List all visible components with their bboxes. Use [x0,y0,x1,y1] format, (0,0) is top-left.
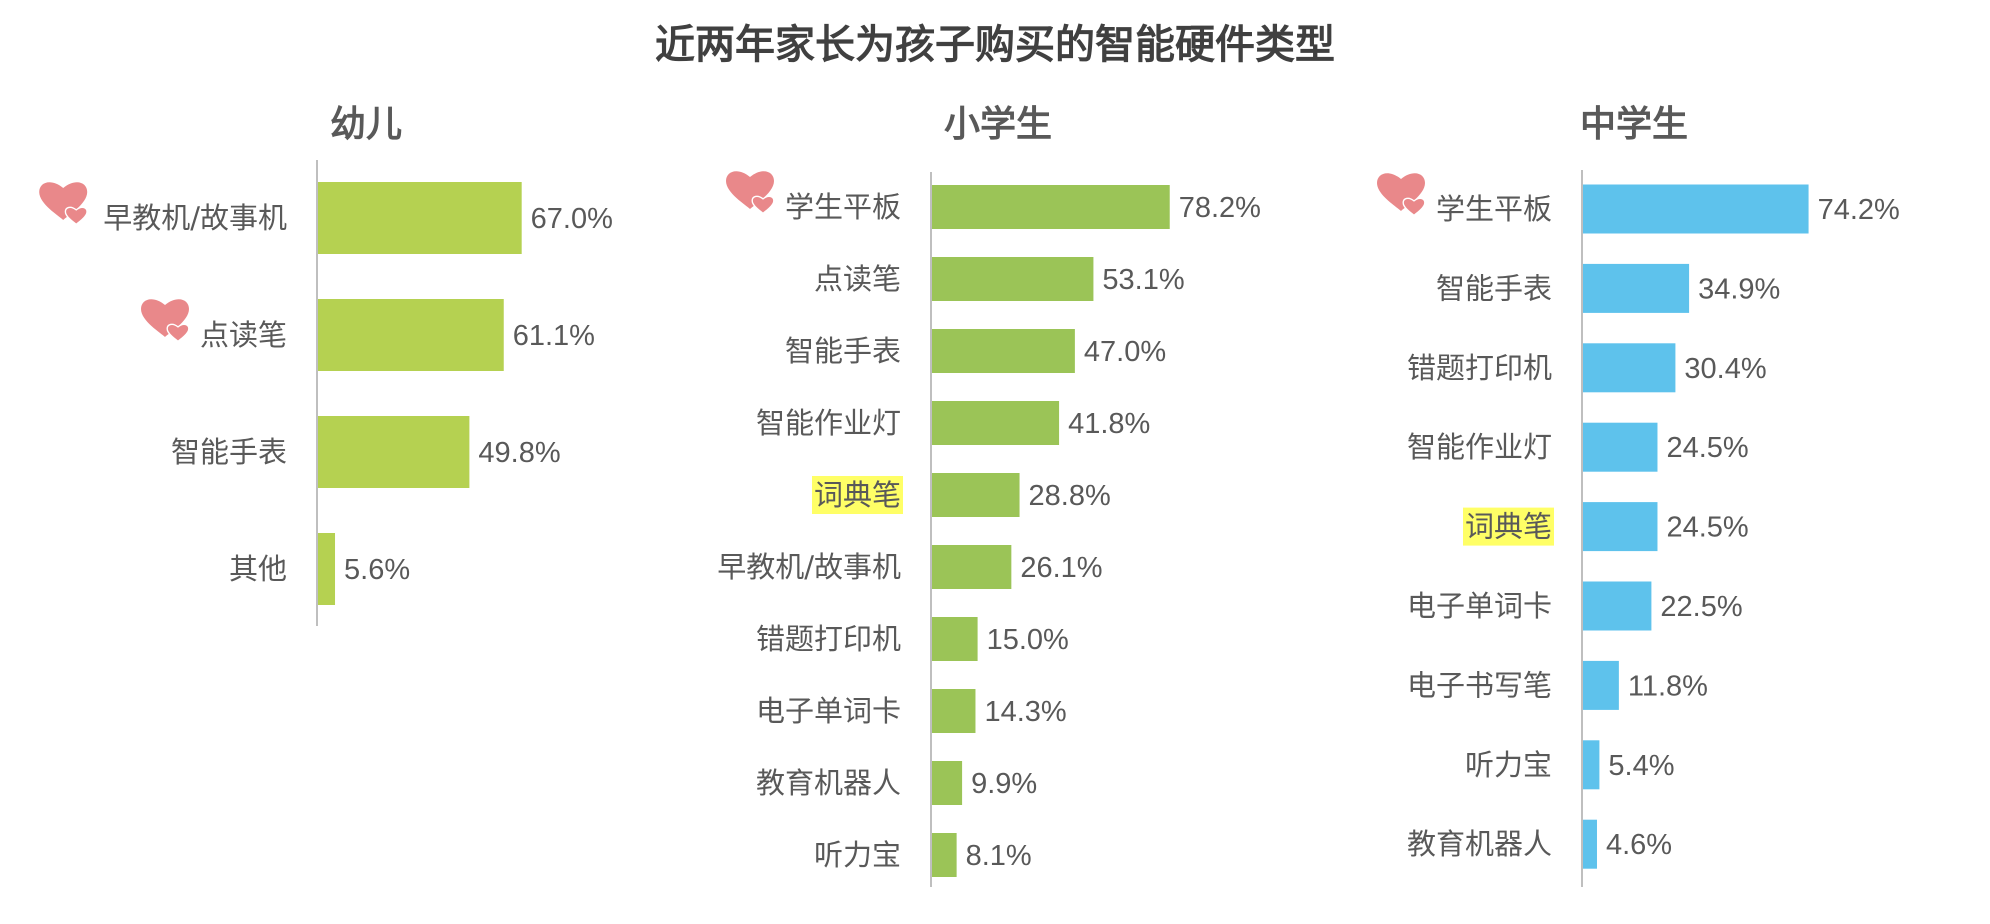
value-label: 34.9% [1698,273,1780,305]
category-label: 智能作业灯 [1407,430,1552,464]
category-label: 智能手表 [785,334,901,368]
bar [1583,184,1809,234]
category-label: 错题打印机 [756,622,901,656]
category-label: 词典笔 [814,478,901,512]
category-label: 电子单词卡 [756,694,901,728]
value-label: 78.2% [1179,192,1261,224]
heart-icon [726,171,775,215]
value-label: 8.1% [966,840,1032,872]
category-label: 词典笔 [1465,510,1552,544]
bar [932,257,1094,301]
panel-title: 幼儿 [330,104,402,145]
value-label: 67.0% [531,203,613,235]
value-label: 15.0% [987,624,1069,656]
value-label: 9.9% [971,768,1037,800]
bar [932,617,978,661]
bar [1583,263,1690,313]
value-label: 74.2% [1818,194,1900,226]
category-label: 电子书写笔 [1407,668,1552,702]
value-label: 5.6% [344,554,410,586]
value-label: 30.4% [1684,353,1766,385]
panel-title: 小学生 [944,103,1052,145]
bar [318,182,522,254]
category-label: 听力宝 [814,838,901,872]
bar [932,329,1075,373]
category-label: 教育机器人 [756,766,901,800]
heart-icon [1377,173,1426,217]
bar [318,299,504,371]
category-label: 听力宝 [1465,748,1552,782]
value-label: 14.3% [984,696,1066,728]
value-label: 22.5% [1660,591,1742,623]
category-label: 早教机/故事机 [103,201,287,235]
value-label: 61.1% [513,320,595,352]
category-label: 早教机/故事机 [717,550,901,584]
value-label: 5.4% [1608,750,1674,782]
bar [318,416,470,488]
category-label: 学生平板 [1436,192,1552,226]
heart-icon [141,299,190,343]
bar [1583,740,1600,790]
label-highlight [812,476,903,514]
bar [1583,502,1658,552]
value-label: 24.5% [1666,432,1748,464]
bar [932,473,1020,517]
bar [932,401,1060,445]
bar [1583,660,1619,710]
label-highlight [1463,507,1554,546]
category-label: 其他 [229,552,287,586]
chart-title: 近两年家长为孩子购买的智能硬件类型 [655,22,1335,68]
value-label: 41.8% [1068,408,1150,440]
category-label: 智能手表 [171,435,287,469]
value-label: 49.8% [478,437,560,469]
value-label: 11.8% [1628,670,1708,702]
category-label: 智能作业灯 [756,406,901,440]
category-label: 点读笔 [200,318,287,352]
bar [1583,422,1658,472]
bar [932,761,963,805]
value-label: 53.1% [1102,264,1184,296]
bar [932,185,1170,229]
value-label: 4.6% [1606,829,1672,861]
bar [1583,343,1676,393]
category-label: 电子单词卡 [1407,589,1552,623]
value-label: 28.8% [1029,480,1111,512]
heart-icon [39,182,88,226]
value-label: 47.0% [1084,336,1166,368]
bar [932,689,976,733]
category-label: 学生平板 [785,190,901,224]
bar [932,833,957,877]
category-label: 错题打印机 [1407,351,1552,385]
category-label: 教育机器人 [1407,827,1552,861]
value-label: 26.1% [1020,552,1102,584]
panel-title: 中学生 [1580,103,1688,145]
bar [1583,581,1652,631]
category-label: 点读笔 [814,262,901,296]
value-label: 24.5% [1666,512,1748,544]
bar [318,533,336,605]
bar [932,545,1012,589]
bar [1583,819,1597,869]
category-label: 智能手表 [1436,271,1552,305]
